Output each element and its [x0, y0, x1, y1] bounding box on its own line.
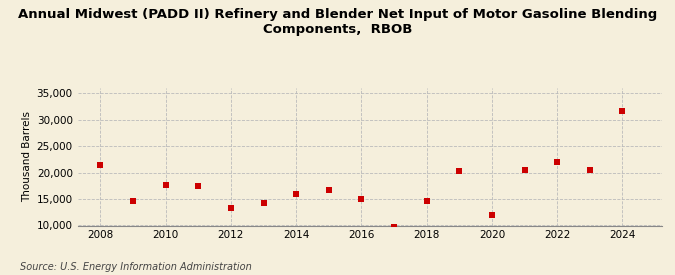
Point — [258, 200, 269, 205]
Point — [421, 199, 432, 203]
Text: Source: U.S. Energy Information Administration: Source: U.S. Energy Information Administ… — [20, 262, 252, 272]
Point — [193, 184, 204, 189]
Point — [585, 168, 595, 172]
Point — [323, 188, 334, 192]
Point — [389, 224, 400, 229]
Point — [95, 163, 106, 167]
Point — [128, 199, 138, 203]
Point — [487, 213, 497, 217]
Point — [454, 168, 464, 173]
Point — [160, 183, 171, 188]
Point — [519, 168, 530, 172]
Point — [356, 197, 367, 201]
Point — [225, 205, 236, 210]
Text: Annual Midwest (PADD II) Refinery and Blender Net Input of Motor Gasoline Blendi: Annual Midwest (PADD II) Refinery and Bl… — [18, 8, 657, 36]
Point — [617, 109, 628, 113]
Point — [551, 159, 562, 164]
Y-axis label: Thousand Barrels: Thousand Barrels — [22, 111, 32, 202]
Point — [291, 192, 302, 197]
